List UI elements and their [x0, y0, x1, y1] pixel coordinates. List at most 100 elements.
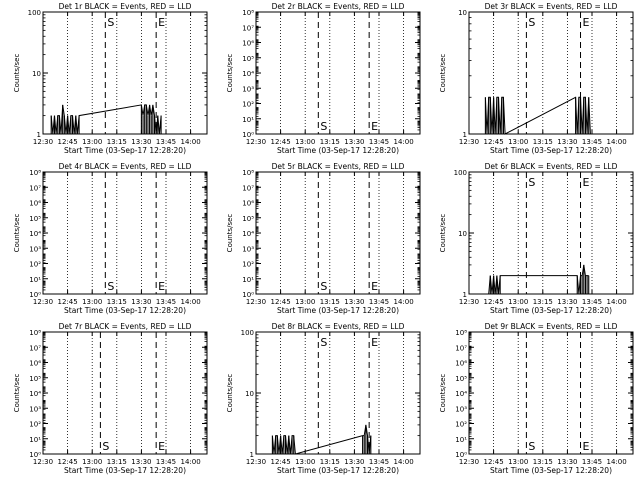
panel-title: Det 3r BLACK = Events, RED = LLD: [485, 2, 618, 11]
x-tick-label: 13:15: [533, 138, 553, 146]
y-tick-label: 10⁸: [455, 329, 467, 337]
y-tick-label: 10²: [242, 101, 254, 109]
panel-title: Det 4r BLACK = Events, RED = LLD: [59, 162, 192, 171]
x-tick-label: 13:30: [557, 458, 577, 466]
x-tick-label: 13:45: [582, 298, 602, 306]
y-tick-label: 10: [32, 70, 41, 78]
x-tick-label: 13:30: [557, 298, 577, 306]
end-marker-label: E: [583, 16, 590, 29]
y-tick-label: 1: [463, 291, 467, 299]
x-tick-label: 13:00: [295, 138, 315, 146]
y-tick-label: 100: [454, 169, 467, 177]
x-tick-label: 14:00: [607, 138, 627, 146]
y-tick-label: 10⁵: [29, 215, 41, 223]
y-tick-label: 10⁶: [29, 200, 41, 208]
start-marker-label: S: [528, 176, 535, 189]
events-line: [484, 96, 591, 135]
x-axis-label: Start Time (03-Sep-17 12:28:20): [490, 466, 612, 475]
x-tick-label: 14:00: [394, 138, 414, 146]
end-marker-label: E: [158, 440, 165, 453]
y-tick-label: 10⁴: [29, 230, 41, 238]
y-tick-label: 10⁵: [455, 375, 467, 383]
x-tick-label: 13:30: [344, 298, 364, 306]
y-axis-label: Counts/sec: [13, 54, 21, 93]
x-tick-label: 12:45: [58, 458, 78, 466]
y-tick-label: 10⁵: [242, 55, 254, 63]
y-tick-label: 10¹: [29, 436, 41, 444]
end-marker-label: E: [583, 440, 590, 453]
x-tick-label: 14:00: [181, 458, 201, 466]
x-tick-label: 13:45: [156, 298, 176, 306]
y-tick-label: 10⁵: [242, 215, 254, 223]
x-tick-label: 13:00: [82, 298, 102, 306]
x-tick-label: 14:00: [394, 458, 414, 466]
y-tick-label: 10⁶: [29, 360, 41, 368]
end-marker-label: E: [158, 16, 165, 29]
x-tick-label: 12:30: [459, 138, 479, 146]
y-tick-label: 1: [463, 131, 467, 139]
x-tick-label: 13:45: [156, 458, 176, 466]
x-tick-label: 12:45: [484, 458, 504, 466]
end-marker-label: E: [583, 176, 590, 189]
y-tick-label: 10¹: [242, 276, 254, 284]
x-tick-label: 12:30: [33, 458, 53, 466]
x-tick-label: 13:30: [344, 458, 364, 466]
y-tick-label: 100: [241, 329, 254, 337]
x-tick-label: 12:45: [58, 138, 78, 146]
y-tick-label: 10³: [242, 245, 254, 253]
x-tick-label: 12:30: [459, 298, 479, 306]
x-tick-label: 13:00: [508, 298, 528, 306]
y-tick-label: 10⁸: [29, 329, 41, 337]
end-marker-label: E: [371, 336, 378, 349]
x-tick-label: 12:45: [58, 298, 78, 306]
y-tick-label: 100: [28, 9, 41, 17]
start-marker-label: S: [107, 16, 114, 29]
y-tick-label: 10⁷: [455, 344, 467, 352]
x-axis-label: Start Time (03-Sep-17 12:28:20): [490, 306, 612, 315]
x-tick-label: 14:00: [394, 298, 414, 306]
x-tick-label: 12:45: [271, 298, 291, 306]
plot-frame: [468, 11, 634, 135]
y-tick-label: 10⁶: [242, 200, 254, 208]
x-axis-label: Start Time (03-Sep-17 12:28:20): [277, 466, 399, 475]
x-tick-label: 13:00: [82, 458, 102, 466]
x-tick-label: 12:30: [246, 138, 266, 146]
x-tick-label: 13:00: [82, 138, 102, 146]
end-marker-label: E: [158, 280, 165, 293]
y-tick-label: 10²: [242, 261, 254, 269]
x-axis-label: Start Time (03-Sep-17 12:28:20): [277, 146, 399, 155]
y-tick-label: 10⁵: [29, 375, 41, 383]
end-marker-label: E: [371, 280, 378, 293]
y-tick-label: 10⁰: [242, 131, 254, 139]
x-tick-label: 13:15: [320, 298, 340, 306]
x-tick-label: 13:15: [107, 458, 127, 466]
x-tick-label: 13:30: [131, 138, 151, 146]
y-axis-label: Counts/sec: [439, 214, 447, 253]
x-tick-label: 13:00: [508, 138, 528, 146]
x-tick-label: 13:15: [107, 298, 127, 306]
x-tick-label: 13:45: [369, 458, 389, 466]
x-tick-label: 13:15: [320, 458, 340, 466]
panel-title: Det 5r BLACK = Events, RED = LLD: [272, 162, 405, 171]
start-marker-label: S: [102, 440, 109, 453]
x-axis-label: Start Time (03-Sep-17 12:28:20): [64, 146, 186, 155]
x-tick-label: 12:30: [33, 138, 53, 146]
x-axis-label: Start Time (03-Sep-17 12:28:20): [490, 146, 612, 155]
y-tick-label: 10⁰: [29, 451, 41, 459]
panel-title: Det 2r BLACK = Events, RED = LLD: [272, 2, 405, 11]
y-tick-label: 10⁷: [29, 184, 41, 192]
y-tick-label: 10⁴: [455, 390, 467, 398]
y-tick-label: 10⁶: [455, 360, 467, 368]
y-tick-label: 10²: [29, 421, 41, 429]
x-tick-label: 13:30: [344, 138, 364, 146]
y-tick-label: 10⁴: [29, 390, 41, 398]
x-tick-label: 14:00: [181, 298, 201, 306]
x-tick-label: 12:45: [271, 458, 291, 466]
x-tick-label: 13:00: [508, 458, 528, 466]
y-axis-label: Counts/sec: [226, 374, 234, 413]
